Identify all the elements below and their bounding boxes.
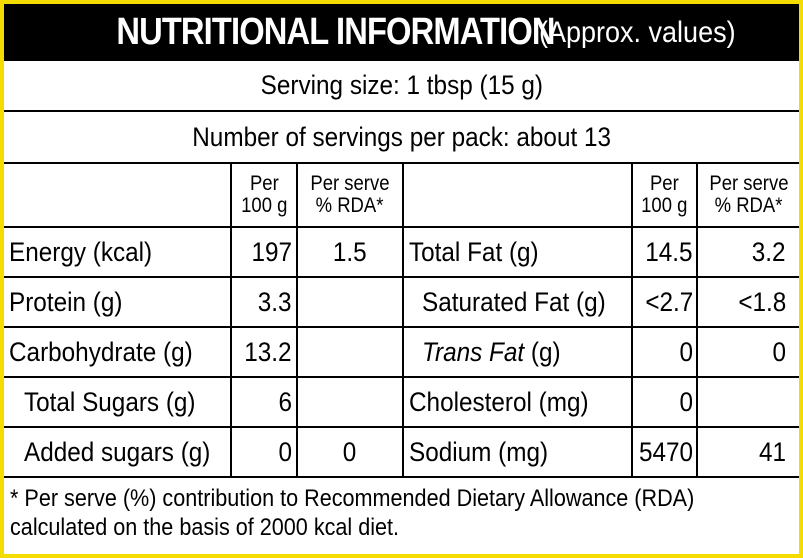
nutrient-label-text: Total Sugars (g) bbox=[24, 386, 196, 417]
column-header-line: Per serve bbox=[708, 172, 789, 195]
rda-value: <1.8 bbox=[698, 278, 786, 326]
servings-per-pack-row: Number of servings per pack: about 13 bbox=[4, 112, 799, 162]
divider bbox=[4, 226, 799, 228]
per-100g-value-text: 197 bbox=[251, 236, 292, 267]
panel-header: NUTRITIONAL INFORMATION (Approx. values) bbox=[4, 4, 799, 61]
rda-value: 0 bbox=[298, 428, 402, 476]
rda-value: 41 bbox=[698, 428, 786, 476]
nutrient-label: Total Sugars (g) bbox=[24, 378, 229, 426]
panel-subtitle: (Approx. values) bbox=[539, 15, 736, 49]
per-100g-value: 13.2 bbox=[232, 328, 292, 376]
nutrient-label: Energy (kcal) bbox=[9, 228, 229, 276]
per-100g-value: 5470 bbox=[633, 428, 693, 476]
column-header-line: Per serve bbox=[310, 172, 390, 195]
divider bbox=[402, 162, 404, 478]
per-100g-value-text: 13.2 bbox=[244, 336, 292, 367]
rda-value: 1.5 bbox=[298, 228, 402, 276]
per-100g-value-text: 0 bbox=[679, 336, 693, 367]
nutrient-label: Protein (g) bbox=[9, 278, 229, 326]
per-100g-value-text: <2.7 bbox=[645, 286, 693, 317]
footnote-text: * Per serve (%) contribution to Recommen… bbox=[10, 485, 695, 512]
divider bbox=[4, 426, 799, 428]
nutrient-label: Saturated Fat (g) bbox=[422, 278, 630, 326]
serving-size-text: Serving size: 1 tbsp (15 g) bbox=[260, 70, 543, 100]
rda-value: 3.2 bbox=[698, 228, 786, 276]
nutrition-panel: NUTRITIONAL INFORMATION (Approx. values)… bbox=[4, 4, 799, 554]
rda-value-text: 0 bbox=[772, 336, 786, 367]
nutrient-label: Carbohydrate (g) bbox=[9, 328, 229, 376]
trans-fat-unit: (g) bbox=[524, 336, 561, 367]
per-100g-value: 6 bbox=[232, 378, 292, 426]
nutrient-label-text: Saturated Fat (g) bbox=[422, 286, 606, 317]
rda-value bbox=[698, 378, 786, 426]
per-100g-value: <2.7 bbox=[633, 278, 693, 326]
nutrient-label: Cholesterol (mg) bbox=[409, 378, 629, 426]
footnote-text: calculated on the basis of 2000 kcal die… bbox=[10, 514, 400, 541]
column-header-per-100g: Per 100 g bbox=[232, 164, 296, 226]
divider bbox=[230, 162, 232, 478]
per-100g-value: 197 bbox=[232, 228, 292, 276]
column-header-rda: Per serve % RDA* bbox=[298, 164, 402, 226]
divider bbox=[4, 110, 799, 112]
column-header-rda: Per serve % RDA* bbox=[698, 164, 799, 226]
panel-title: NUTRITIONAL INFORMATION bbox=[116, 11, 556, 53]
servings-per-pack-text: Number of servings per pack: about 13 bbox=[192, 121, 611, 152]
rda-value bbox=[298, 378, 402, 426]
nutrient-label-text: Added sugars (g) bbox=[24, 436, 211, 467]
per-100g-value-text: 6 bbox=[278, 386, 292, 417]
nutrient-label-text: Carbohydrate (g) bbox=[9, 336, 193, 367]
per-100g-value: 3.3 bbox=[232, 278, 292, 326]
per-100g-value: 0 bbox=[633, 378, 693, 426]
divider bbox=[4, 276, 799, 278]
divider bbox=[631, 162, 633, 478]
per-100g-value-text: 0 bbox=[679, 386, 693, 417]
nutrient-label-text: Protein (g) bbox=[9, 286, 123, 317]
nutrient-label-text: Trans Fat (g) bbox=[422, 337, 561, 368]
rda-value-text: 1.5 bbox=[333, 236, 367, 267]
per-100g-value-text: 0 bbox=[278, 436, 292, 467]
nutrient-label-text: Energy (kcal) bbox=[9, 236, 153, 267]
per-100g-value: 0 bbox=[633, 328, 693, 376]
per-100g-value-text: 3.3 bbox=[258, 286, 292, 317]
nutrient-label: Total Fat (g) bbox=[409, 228, 629, 276]
divider bbox=[696, 162, 698, 478]
footnote-line: calculated on the basis of 2000 kcal die… bbox=[10, 514, 795, 541]
trans-fat-italic-label: Trans Fat bbox=[422, 336, 525, 367]
nutrient-label-text: Sodium (mg) bbox=[409, 436, 549, 467]
rda-value bbox=[298, 278, 402, 326]
rda-value bbox=[298, 328, 402, 376]
column-header-line: 100 g bbox=[240, 194, 288, 217]
nutrient-label: Sodium (mg) bbox=[409, 428, 629, 476]
nutrient-label-text: Total Fat (g) bbox=[409, 236, 539, 267]
rda-value-text: 0 bbox=[343, 436, 357, 467]
column-header-line: % RDA* bbox=[316, 194, 384, 217]
per-100g-value-text: 5470 bbox=[638, 436, 693, 467]
nutrient-label-text: Cholesterol (mg) bbox=[409, 386, 589, 417]
per-100g-value-text: 14.5 bbox=[645, 236, 693, 267]
column-header-line: Per bbox=[650, 172, 679, 195]
divider bbox=[4, 162, 799, 164]
nutrient-label: Trans Fat (g) bbox=[422, 328, 630, 376]
rda-value: 0 bbox=[698, 328, 786, 376]
rda-value-text: 41 bbox=[758, 436, 786, 467]
rda-value-text: 3.2 bbox=[752, 236, 786, 267]
per-100g-value: 0 bbox=[232, 428, 292, 476]
rda-value-text: <1.8 bbox=[738, 286, 786, 317]
divider bbox=[296, 162, 298, 478]
per-100g-value: 14.5 bbox=[633, 228, 693, 276]
column-header-per-100g: Per 100 g bbox=[633, 164, 696, 226]
divider bbox=[4, 376, 799, 378]
column-header-line: Per bbox=[249, 172, 279, 195]
divider bbox=[4, 326, 799, 328]
divider bbox=[4, 476, 799, 478]
column-header-line: 100 g bbox=[641, 194, 688, 217]
column-header-line: % RDA* bbox=[714, 194, 783, 217]
serving-size-row: Serving size: 1 tbsp (15 g) bbox=[4, 61, 799, 110]
footnote-line: * Per serve (%) contribution to Recommen… bbox=[10, 485, 795, 512]
nutrient-label: Added sugars (g) bbox=[24, 428, 229, 476]
